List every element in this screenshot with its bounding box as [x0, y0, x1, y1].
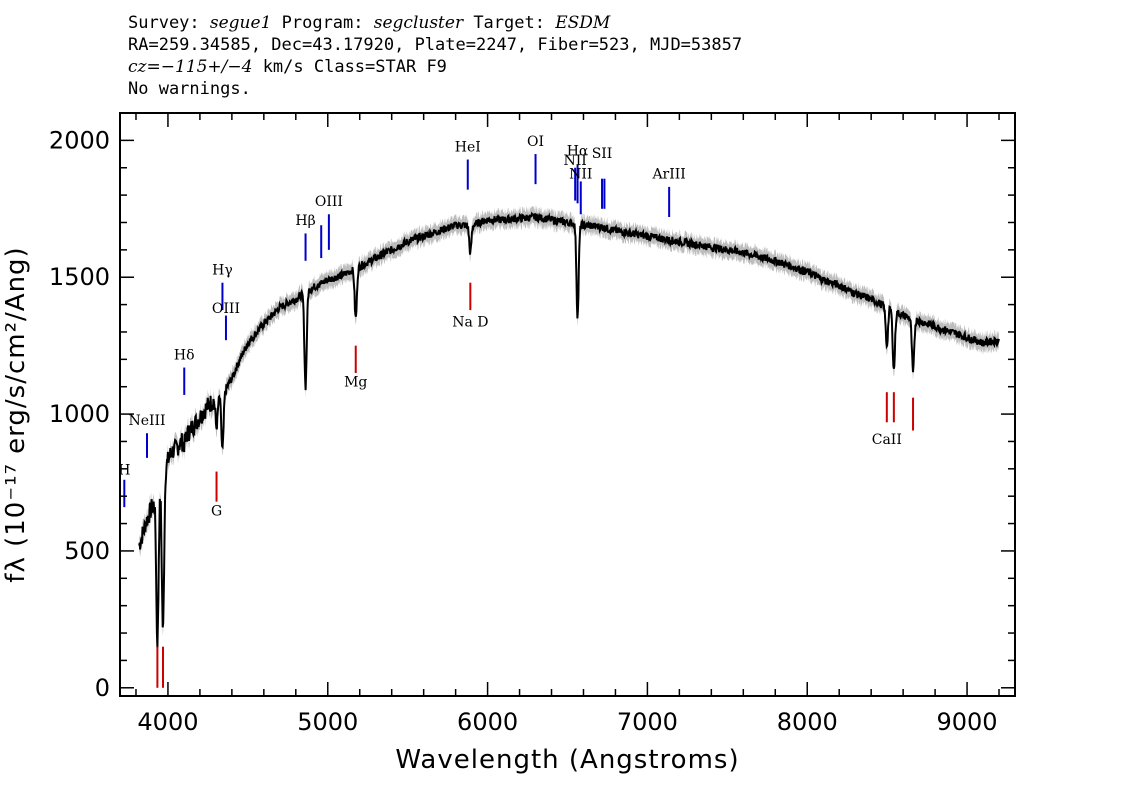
- survey-label: Survey:: [128, 13, 210, 33]
- spectrum-header: Survey: segue1 Program: segcluster Targe…: [128, 12, 742, 100]
- emission-line-label: H: [118, 462, 130, 478]
- redshift-value: cz=−115+/−4: [128, 57, 253, 77]
- header-line-coordinates: RA=259.34585, Dec=43.17920, Plate=2247, …: [128, 35, 743, 55]
- header-line-warnings: No warnings.: [128, 79, 251, 99]
- absorption-line-label: CaII: [872, 432, 902, 448]
- x-tick-label: 4000: [137, 708, 198, 736]
- x-tick-label: 6000: [457, 708, 518, 736]
- emission-line-label: Hδ: [174, 347, 195, 363]
- x-tick-label: 5000: [297, 708, 358, 736]
- emission-line-label: OIII: [315, 194, 343, 210]
- y-tick-label: 0: [95, 674, 110, 702]
- header-line-survey: Survey: segue1 Program: segcluster Targe…: [128, 12, 742, 34]
- target-label: Target:: [463, 13, 556, 33]
- spectrum-layer: [138, 211, 1000, 648]
- emission-line-label: Hγ: [212, 262, 233, 278]
- error-band: [139, 205, 999, 657]
- emission-line-label: NeIII: [128, 413, 165, 429]
- plot-frame: [119, 112, 1016, 697]
- absorption-line-label: Mg: [344, 375, 367, 391]
- x-tick-label: 9000: [937, 708, 998, 736]
- emission-line-label: Hβ: [295, 213, 315, 229]
- emission-line-label: HeI: [455, 139, 481, 155]
- x-tick-label: 7000: [617, 708, 678, 736]
- y-tick-label: 2000: [49, 126, 110, 154]
- error-band-layer: [139, 205, 999, 657]
- y-tick-label: 500: [64, 537, 110, 565]
- emission-line-label: NII: [564, 153, 587, 169]
- survey-value: segue1: [209, 13, 272, 33]
- emission-line-label: ArIII: [651, 167, 685, 183]
- emission-line-label: SII: [592, 146, 613, 162]
- program-label: Program:: [271, 13, 374, 33]
- x-tick-label: 8000: [777, 708, 838, 736]
- x-axis-title: Wavelength (Angstroms): [395, 745, 739, 775]
- y-axis-title: fλ (10⁻¹⁷ erg/s/cm²/Ang): [1, 246, 31, 582]
- emission-line-label: OIII: [212, 301, 240, 317]
- program-value: segcluster: [373, 13, 464, 33]
- header-line-redshift: cz=−115+/−4 km/s Class=STAR F9: [128, 56, 742, 78]
- class-text: km/s Class=STAR F9: [252, 57, 447, 77]
- spectrum-line: [138, 211, 1000, 648]
- absorption-line-label: G: [211, 503, 222, 519]
- y-tick-label: 1000: [49, 400, 110, 428]
- emission-line-label: Hα: [567, 143, 589, 159]
- emission-line-label: NII: [569, 167, 592, 183]
- emission-line-label: OI: [527, 134, 544, 150]
- absorption-line-label: Na D: [452, 314, 488, 330]
- axis-ticks-layer: 4000 5000 6000 7000 8000 9000 0 500 1000 1500 2000: [49, 113, 1015, 736]
- y-tick-label: 1500: [49, 263, 110, 291]
- target-value: ESDM: [555, 13, 611, 33]
